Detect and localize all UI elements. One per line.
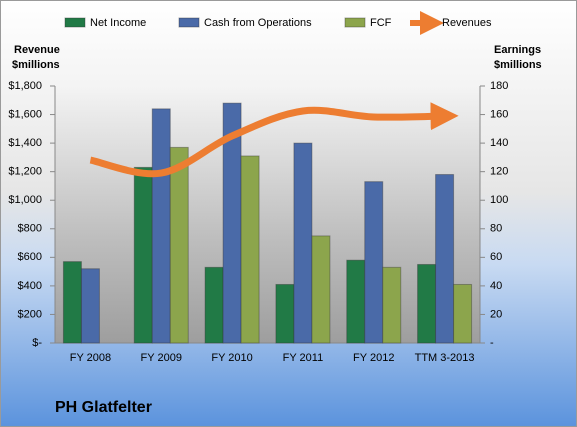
bar [364,181,384,344]
y-tick-label: $- [32,337,42,349]
y-tick-label: $800 [18,223,42,235]
bar [311,235,331,344]
bar [275,283,295,344]
legend-label: Cash from Operations [204,17,312,29]
x-tick-label: FY 2008 [70,352,111,364]
y2-tick-label: 120 [490,166,508,178]
y2-axis-title: $millions [494,59,542,71]
legend-label: Net Income [90,17,146,29]
chart-title: PH Glatfelter [55,399,152,416]
legend-swatch [344,17,366,28]
y-tick-label: $1,400 [8,137,42,149]
y2-axis-title: Earnings [494,44,541,56]
bar [417,263,437,344]
bar [382,266,402,344]
bar [151,108,171,344]
legend-swatch [178,17,200,28]
bar [453,283,473,344]
y-tick-label: $600 [18,251,42,263]
y2-tick-label: 100 [490,194,508,206]
plot-area [55,86,480,343]
y-axis-title: $millions [12,59,60,71]
bar [435,174,455,344]
y2-tick-label: 20 [490,308,502,320]
y-tick-label: $400 [18,280,42,292]
bar [80,268,100,344]
bar [346,259,366,344]
x-tick-label: FY 2010 [211,352,252,364]
bar [240,155,260,344]
y-axis-title: Revenue [14,44,60,56]
y-tick-label: $1,600 [8,108,42,120]
revenue-line [89,102,459,178]
y2-tick-label: 140 [490,137,508,149]
y2-tick-label: 180 [490,80,508,92]
x-tick-label: TTM 3-2013 [415,352,475,364]
y-tick-label: $1,800 [8,80,42,92]
y2-tick-label: 40 [490,280,502,292]
x-tick-label: FY 2012 [353,352,394,364]
legend-label: Revenues [442,17,492,29]
legend-label: FCF [370,17,392,29]
bar [169,146,189,344]
y2-tick-label: 160 [490,108,508,120]
bar [133,166,153,344]
y2-tick-label: 60 [490,251,502,263]
bar [62,261,82,344]
bar [204,266,224,344]
y-tick-label: $1,000 [8,194,42,206]
y2-tick-label: - [490,337,494,349]
y2-tick-label: 80 [490,223,502,235]
legend-swatch [64,17,86,28]
bar [293,142,313,344]
x-tick-label: FY 2011 [283,352,324,364]
x-tick-label: FY 2009 [141,352,182,364]
y-tick-label: $1,200 [8,166,42,178]
y-tick-label: $200 [18,308,42,320]
